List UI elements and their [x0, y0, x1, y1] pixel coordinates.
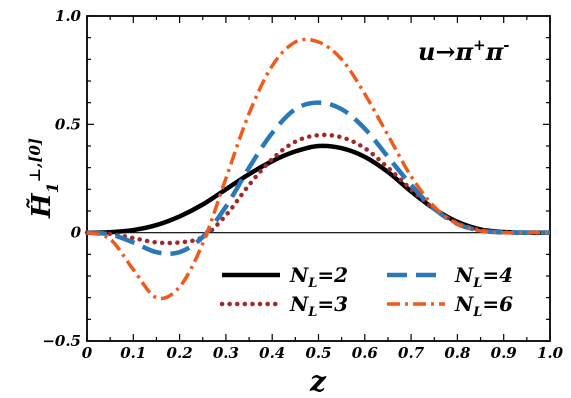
y-label-sub: 1 [43, 182, 62, 193]
x-tick-label: 0.8 [444, 344, 471, 362]
y-tick-label: 0 [71, 224, 82, 242]
legend-label: NL=2 [289, 263, 348, 291]
y-tick-label: 0.5 [55, 115, 81, 133]
legend-label: NL=4 [454, 263, 513, 291]
series-line-1 [86, 143, 551, 235]
x-tick-label: 0.4 [259, 344, 285, 362]
x-tick-label: 1.0 [537, 344, 564, 362]
annotation-mid: π [485, 37, 504, 66]
x-tick-labels: 0 0.1 0.2 0.3 0.4 0.5 0.6 0.7 0.8 0.9 1.0 [82, 344, 564, 362]
x-tick-label: 0 [82, 344, 93, 362]
series-line-4 [86, 37, 550, 301]
reaction-annotation: u→π+π- [418, 36, 510, 66]
series-line-2 [84, 132, 553, 246]
legend: NL=2NL=3 NL=4NL=6 [219, 263, 513, 320]
x-tick-label: 0.6 [352, 344, 379, 362]
y-tick-label: −0.5 [42, 332, 81, 350]
x-tick-label: 0.1 [120, 344, 146, 362]
x-axis-label: z [309, 365, 327, 398]
annotation-sup2: - [503, 36, 509, 54]
x-tick-label: 0.9 [491, 344, 518, 362]
x-tick-label: 0.3 [213, 344, 239, 362]
x-tick-label: 0.5 [305, 344, 331, 362]
legend-label: NL=6 [454, 292, 513, 320]
y-tick-label: 1.0 [55, 7, 82, 25]
annotation-text: u→π [418, 37, 474, 66]
y-tick-labels: −0.5 0 0.5 1.0 [42, 7, 81, 350]
annotation-sup1: + [473, 36, 486, 54]
x-tick-label: 0.2 [167, 344, 193, 362]
series-line-3 [86, 100, 551, 256]
series-layer [84, 37, 553, 301]
legend-label: NL=3 [289, 292, 348, 320]
y-label-sup: ⊥,[0] [26, 138, 44, 182]
x-tick-label: 0.7 [398, 344, 425, 362]
y-label-main: H̃ [26, 192, 57, 219]
svg-text:H̃1⊥,[0]: H̃1⊥,[0] [26, 138, 62, 219]
axis-ticks [86, 15, 551, 342]
y-axis-label: H̃1⊥,[0] [26, 138, 62, 219]
